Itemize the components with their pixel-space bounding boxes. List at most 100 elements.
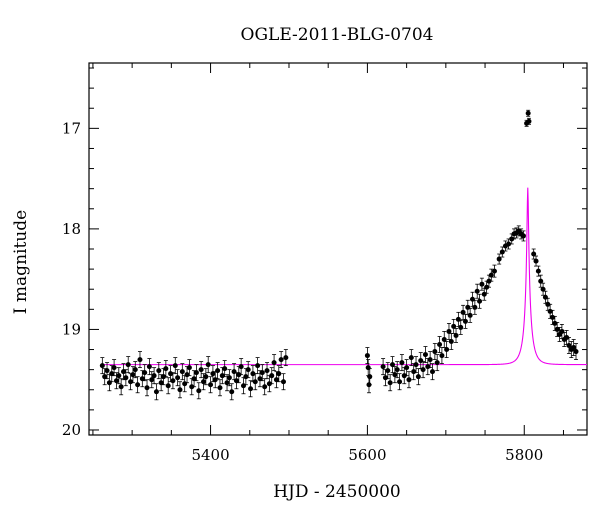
data-marker (441, 336, 447, 342)
data-marker (538, 278, 544, 284)
data-marker (144, 385, 150, 391)
data-marker (474, 288, 480, 294)
data-point (390, 356, 396, 374)
data-marker (481, 291, 487, 297)
data-point (135, 376, 141, 394)
x-tick-label: 5600 (348, 446, 386, 464)
data-marker (545, 301, 551, 307)
data-marker (406, 377, 412, 383)
data-points-group (99, 109, 579, 401)
data-marker (243, 374, 249, 380)
data-marker (137, 357, 143, 363)
data-point (205, 356, 211, 374)
data-marker (506, 241, 512, 247)
data-point (165, 377, 171, 395)
data-point (255, 357, 261, 375)
data-marker (387, 380, 393, 386)
data-point (441, 331, 447, 348)
data-marker (484, 284, 490, 290)
data-marker (453, 332, 459, 338)
data-marker (432, 349, 438, 355)
data-point (448, 333, 454, 350)
data-marker (542, 294, 548, 300)
data-point (111, 359, 117, 377)
data-marker (238, 364, 244, 370)
data-marker (163, 366, 169, 372)
data-marker (566, 343, 572, 349)
data-marker (165, 383, 171, 389)
data-marker (418, 358, 424, 364)
data-point (149, 371, 155, 389)
data-point (460, 304, 466, 320)
data-point (186, 359, 192, 377)
data-point (542, 290, 548, 304)
data-marker (460, 309, 466, 315)
data-marker (559, 328, 565, 334)
data-marker (158, 380, 164, 386)
data-marker (142, 370, 148, 376)
data-point (422, 346, 428, 364)
data-marker (118, 384, 124, 390)
data-marker (413, 362, 419, 368)
data-point (245, 361, 251, 379)
data-point (427, 351, 433, 369)
data-point (144, 379, 150, 397)
data-point (226, 369, 232, 387)
data-marker (444, 347, 450, 353)
data-point (177, 381, 183, 399)
data-point (175, 369, 181, 387)
data-point (531, 248, 537, 260)
data-marker (465, 304, 471, 310)
data-marker (382, 375, 388, 381)
data-marker (571, 345, 577, 351)
data-marker (186, 365, 192, 371)
data-marker (128, 379, 134, 385)
data-point (198, 361, 204, 379)
x-tick-label: 5400 (191, 446, 229, 464)
data-point (385, 362, 391, 380)
data-point (276, 365, 282, 383)
data-point (520, 230, 526, 242)
data-marker (262, 384, 268, 390)
data-marker (151, 373, 157, 379)
data-marker (535, 268, 541, 274)
data-marker (123, 375, 129, 381)
data-marker (215, 368, 221, 374)
data-marker (458, 324, 464, 330)
data-point (156, 362, 162, 380)
data-marker (448, 338, 454, 344)
data-marker (520, 233, 526, 239)
data-marker (430, 369, 436, 375)
data-marker (198, 367, 204, 373)
data-point (458, 319, 464, 335)
data-marker (196, 388, 202, 394)
data-marker (149, 377, 155, 383)
data-marker (99, 363, 105, 369)
data-marker (210, 371, 216, 377)
data-marker (488, 272, 494, 278)
data-marker (116, 373, 122, 379)
x-tick-label: 5800 (505, 446, 543, 464)
data-marker (455, 316, 461, 322)
data-marker (135, 382, 141, 388)
data-marker (259, 370, 265, 376)
data-point (99, 357, 105, 375)
data-point (564, 330, 570, 345)
axis-ticks (89, 63, 587, 435)
data-marker (549, 314, 555, 320)
data-marker (420, 367, 426, 373)
data-marker (401, 373, 407, 379)
data-point (525, 109, 531, 117)
data-point (142, 364, 148, 382)
data-marker (437, 342, 443, 348)
data-point (479, 277, 485, 291)
data-point (125, 356, 131, 374)
data-point (509, 233, 515, 245)
data-marker (564, 334, 570, 340)
data-point (420, 361, 426, 379)
data-marker (229, 389, 235, 395)
plot-area: 5400 5600 5800 17 18 19 20 (62, 62, 588, 464)
data-marker (245, 367, 251, 373)
y-tick-label: 18 (62, 220, 81, 238)
data-point (472, 299, 478, 315)
